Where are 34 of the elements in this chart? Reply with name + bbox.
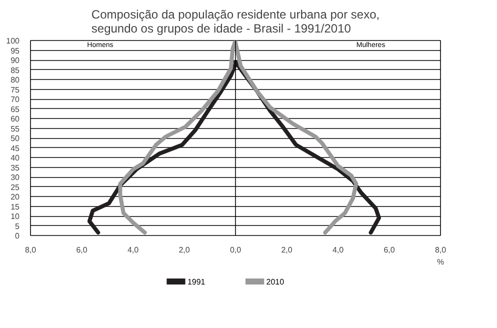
- y-tick-label: 10: [10, 212, 20, 221]
- y-tick-label: 5: [15, 222, 20, 231]
- text: %: [436, 258, 444, 266]
- y-tick-label: 0: [15, 232, 20, 240]
- y-tick-label: 30: [10, 173, 20, 182]
- y-tick-label: 70: [10, 95, 20, 104]
- y-tick-label: 65: [10, 104, 20, 114]
- y-tick-label: 50: [10, 134, 20, 143]
- x-tick-label: 0,0: [230, 246, 242, 254]
- y-tick-label: 25: [10, 182, 20, 192]
- y-tick-label: 80: [10, 76, 20, 84]
- legend-label: 2010: [266, 278, 285, 286]
- x-tick-label: 8,0: [434, 246, 447, 254]
- y-tick-label: 45: [10, 144, 20, 153]
- y-tick-label: 55: [10, 124, 20, 134]
- y-tick-label: 40: [10, 154, 20, 162]
- x-tick-label: 6,0: [76, 246, 88, 254]
- y-tick-label: 100: [6, 36, 20, 46]
- y-tick-label: 90: [10, 56, 20, 65]
- y-tick-label: 85: [10, 66, 20, 75]
- x-tick-label: 2,0: [178, 246, 190, 254]
- legend-label: 1991: [187, 278, 206, 286]
- y-tick-label: 35: [10, 163, 20, 172]
- x-tick-label: 4,0: [332, 246, 344, 254]
- y-tick-label: 95: [10, 46, 20, 56]
- y-tick-label: 75: [10, 85, 20, 94]
- x-tick-label: 8,0: [24, 246, 37, 254]
- x-tick-label: 4,0: [127, 246, 140, 254]
- y-tick-label: 60: [10, 114, 20, 124]
- x-tick-label: 2,0: [281, 246, 293, 254]
- chart-title: Composição da população residente urbana por sexo, segundo os grupos de idade - Brasil - 1991/2010: [91, 8, 380, 36]
- x-tick-label: 6,0: [384, 246, 396, 254]
- y-tick-label: 20: [10, 192, 20, 202]
- y-tick-label: 15: [10, 202, 20, 212]
